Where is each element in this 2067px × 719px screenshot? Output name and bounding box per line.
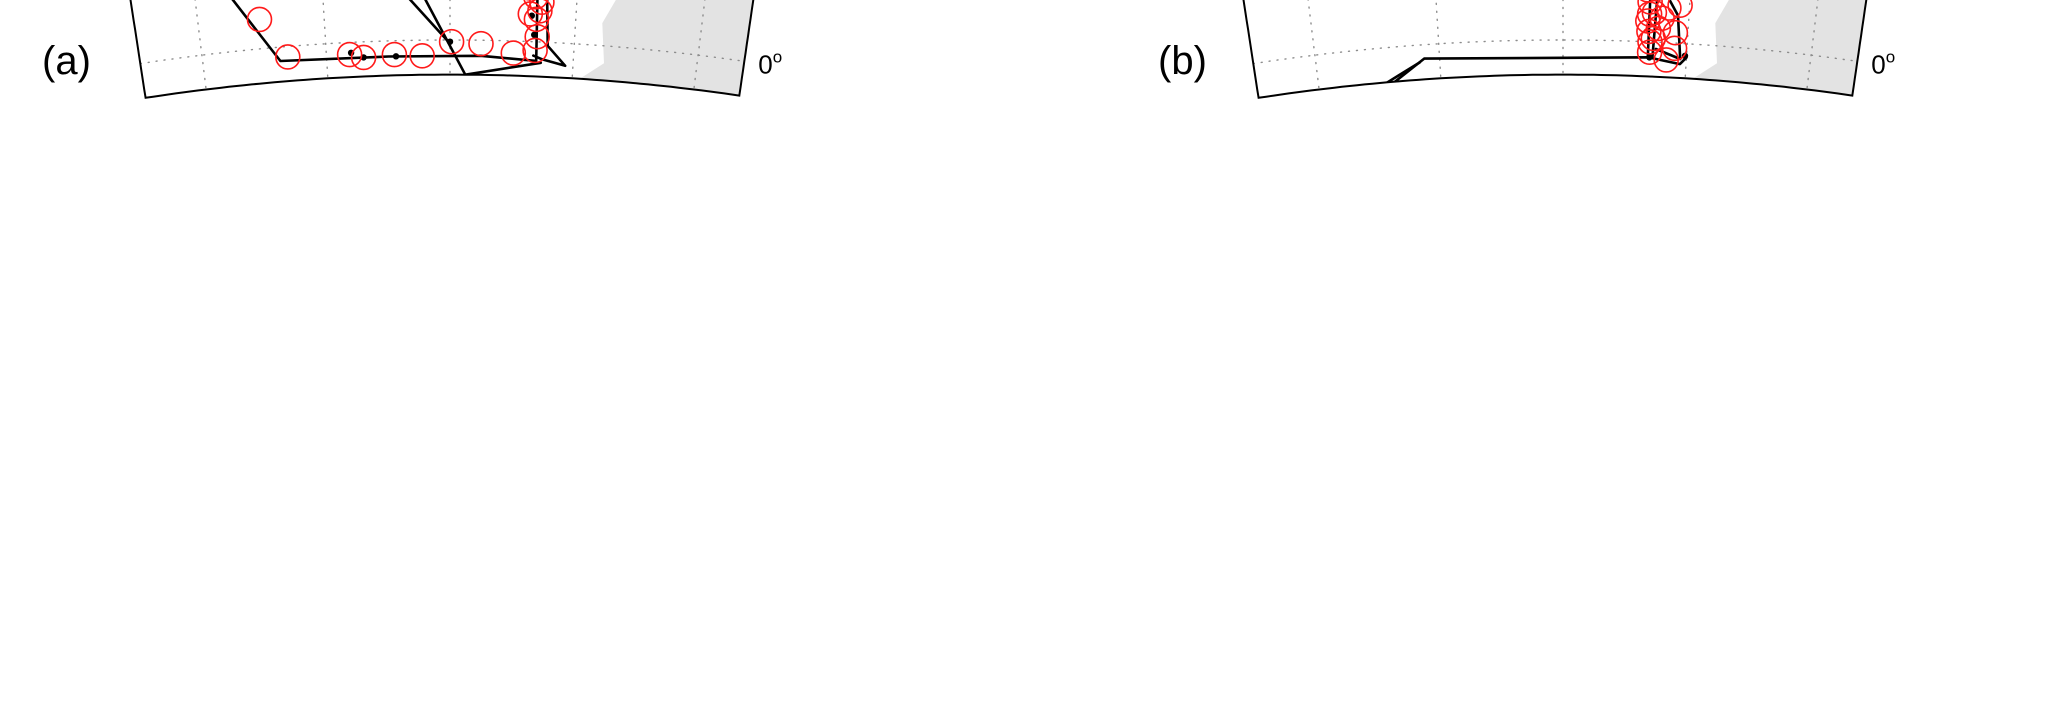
station-marker [1641,0,1668,26]
station-marker [381,41,408,68]
axis-labels-a: 0o5oS10oS15oS20oS25oS16oW8oW0o8oE16oE [758,47,782,79]
graticule-a [139,0,752,91]
map-panel-a: 0o5oS10oS15oS20oS25oS16oW8oW0o8oE16oE (a… [42,0,807,99]
station-marker [1636,39,1663,66]
station-marker [522,0,549,10]
meridian-line [1261,0,1320,91]
meridian-line [1411,0,1442,79]
map-frame-a [129,0,755,99]
station-marker [1637,29,1663,55]
station-marker [1637,0,1663,15]
station-marker [1634,0,1661,3]
station-dot [392,53,400,60]
ship-track [314,0,452,45]
station-marker [246,6,273,33]
meridian-line [298,0,329,79]
map-frame-b [1242,0,1868,99]
station-markers-a [246,0,555,71]
meridian-line [571,0,602,79]
station-marker [1636,18,1662,45]
land-mass [1692,0,1920,98]
station-marker [409,42,436,69]
station-marker [336,41,363,68]
station-marker [1640,25,1667,52]
station-marker [438,28,465,55]
parallel-line [139,39,745,65]
station-markers-b [1634,0,1693,73]
land-b [1692,0,1920,98]
ship-track [1386,61,1422,84]
station-marker [1656,0,1682,21]
map-frame [129,0,755,99]
ship-tracks-b [1386,0,1689,84]
ship-tracks-a [184,0,567,76]
axis-labels-b: 0o5oS10oS15oS20oS25oS16oW8oW0o8oE16oE [1871,47,1895,79]
land-a [579,0,807,98]
meridian-line [148,0,207,91]
station-marker [527,0,553,24]
map-panel-b: 0o5oS10oS15oS20oS25oS16oW8oW0o8oE16oE (b… [1158,0,1920,99]
ship-track [532,0,567,68]
parallel-line [1252,39,1858,65]
station-marker [1667,0,1693,18]
station-dot [531,31,538,38]
lat-tick-label: 0o [758,47,782,79]
ship-track [413,0,543,76]
land-mass [579,0,807,98]
station-marker [350,44,377,71]
station-marker [522,37,548,64]
map-frame [1242,0,1868,99]
station-marker [529,0,555,15]
graticule-b [1252,0,1865,91]
ship-track [1651,0,1664,59]
station-marker [524,23,551,50]
panel-label-b: (b) [1158,39,1207,83]
ship-track [1646,0,1659,59]
station-marker [274,44,301,70]
station-marker [500,40,527,66]
lat-tick-label: 0o [1871,47,1895,79]
station-dot [446,38,454,45]
station-dot [1646,54,1653,61]
station-marker [1653,47,1680,73]
panel-label-a: (a) [42,39,91,83]
station-marker [468,30,494,57]
